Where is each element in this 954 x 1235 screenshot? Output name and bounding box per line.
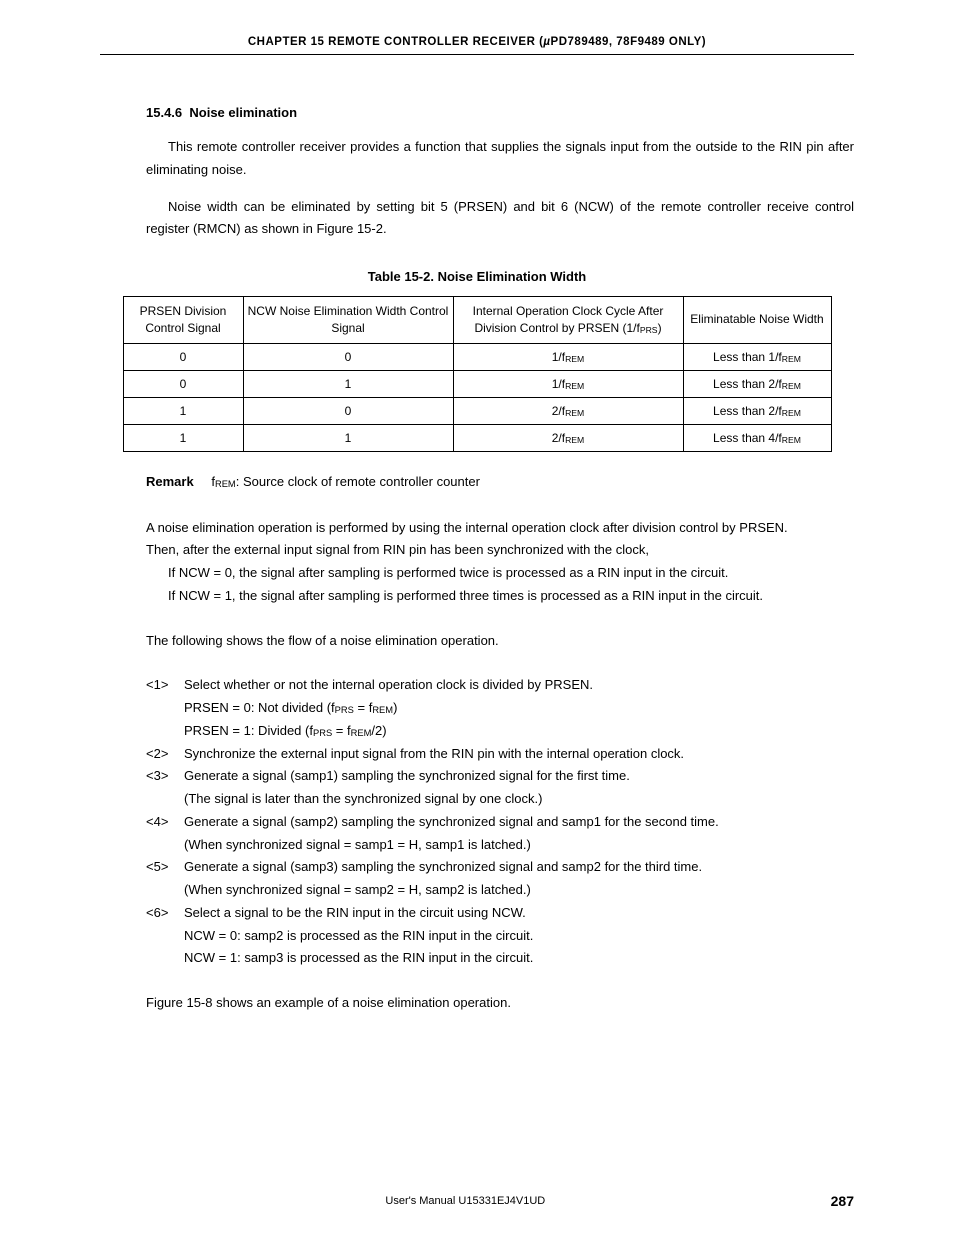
step-number bbox=[146, 720, 184, 743]
section-title: Noise elimination bbox=[189, 105, 297, 120]
cell: 0 bbox=[243, 343, 453, 370]
step-row: PRSEN = 1: Divided (fPRS = fREM/2) bbox=[146, 720, 854, 743]
step-number bbox=[146, 834, 184, 857]
cell: 2/fREM bbox=[453, 397, 683, 424]
th-prsen: PRSEN Division Control Signal bbox=[123, 297, 243, 344]
step-text: (When synchronized signal = samp2 = H, s… bbox=[184, 879, 854, 902]
cell: 1 bbox=[123, 424, 243, 451]
th-width: Eliminatable Noise Width bbox=[683, 297, 831, 344]
step-row: NCW = 1: samp3 is processed as the RIN i… bbox=[146, 947, 854, 970]
table-row: 001/fREMLess than 1/fREM bbox=[123, 343, 831, 370]
step-text: Select whether or not the internal opera… bbox=[184, 674, 854, 697]
noise-elimination-table: PRSEN Division Control Signal NCW Noise … bbox=[123, 296, 832, 452]
footer-page-number: 287 bbox=[831, 1193, 854, 1209]
section-number: 15.4.6 bbox=[146, 105, 182, 120]
table-row: 011/fREMLess than 2/fREM bbox=[123, 370, 831, 397]
footer-manual: User's Manual U15331EJ4V1UD bbox=[100, 1195, 831, 1207]
cell: Less than 1/fREM bbox=[683, 343, 831, 370]
step-text: PRSEN = 1: Divided (fPRS = fREM/2) bbox=[184, 720, 854, 743]
table-row: 102/fREMLess than 2/fREM bbox=[123, 397, 831, 424]
step-text: NCW = 0: samp2 is processed as the RIN i… bbox=[184, 925, 854, 948]
step-text: (When synchronized signal = samp1 = H, s… bbox=[184, 834, 854, 857]
steps-list: <1>Select whether or not the internal op… bbox=[146, 674, 854, 970]
flow-intro: The following shows the flow of a noise … bbox=[146, 630, 854, 653]
cell: 1 bbox=[243, 370, 453, 397]
step-row: PRSEN = 0: Not divided (fPRS = fREM) bbox=[146, 697, 854, 720]
cell: 0 bbox=[243, 397, 453, 424]
closing: Figure 15-8 shows an example of a noise … bbox=[146, 992, 854, 1015]
table-caption: Table 15-2. Noise Elimination Width bbox=[100, 269, 854, 284]
step-number: <4> bbox=[146, 811, 184, 834]
cell: Less than 2/fREM bbox=[683, 397, 831, 424]
step-text: Generate a signal (samp1) sampling the s… bbox=[184, 765, 854, 788]
section-heading: 15.4.6 Noise elimination bbox=[146, 105, 854, 120]
chapter-header: CHAPTER 15 REMOTE CONTROLLER RECEIVER (µ… bbox=[100, 36, 854, 55]
explanation-block: A noise elimination operation is perform… bbox=[146, 517, 854, 608]
step-row: (When synchronized signal = samp2 = H, s… bbox=[146, 879, 854, 902]
step-text: NCW = 1: samp3 is processed as the RIN i… bbox=[184, 947, 854, 970]
step-number: <3> bbox=[146, 765, 184, 788]
step-number bbox=[146, 697, 184, 720]
step-text: Generate a signal (samp3) sampling the s… bbox=[184, 856, 854, 879]
step-number bbox=[146, 925, 184, 948]
remark-rest: : Source clock of remote controller coun… bbox=[236, 474, 480, 489]
step-row: <5>Generate a signal (samp3) sampling th… bbox=[146, 856, 854, 879]
step-number: <1> bbox=[146, 674, 184, 697]
table-body: 001/fREMLess than 1/fREM011/fREMLess tha… bbox=[123, 343, 831, 451]
remark: Remark fREM: Source clock of remote cont… bbox=[146, 474, 854, 489]
cell: 1 bbox=[123, 397, 243, 424]
cell: 2/fREM bbox=[453, 424, 683, 451]
step-row: <4>Generate a signal (samp2) sampling th… bbox=[146, 811, 854, 834]
step-text: Generate a signal (samp2) sampling the s… bbox=[184, 811, 854, 834]
cell: 0 bbox=[123, 343, 243, 370]
step-number: <2> bbox=[146, 743, 184, 766]
chapter-header-mu: µ bbox=[543, 36, 550, 48]
step-row: <6>Select a signal to be the RIN input i… bbox=[146, 902, 854, 925]
table-row: 112/fREMLess than 4/fREM bbox=[123, 424, 831, 451]
expl-line-3: If NCW = 0, the signal after sampling is… bbox=[146, 562, 854, 585]
step-number: <6> bbox=[146, 902, 184, 925]
cell: 1 bbox=[243, 424, 453, 451]
paragraph-1: This remote controller receiver provides… bbox=[146, 136, 854, 182]
step-text: Select a signal to be the RIN input in t… bbox=[184, 902, 854, 925]
th-clock: Internal Operation Clock Cycle After Div… bbox=[453, 297, 683, 344]
chapter-header-suffix: PD789489, 78F9489 ONLY) bbox=[551, 36, 707, 48]
cell: Less than 2/fREM bbox=[683, 370, 831, 397]
table-header-row: PRSEN Division Control Signal NCW Noise … bbox=[123, 297, 831, 344]
step-row: (When synchronized signal = samp1 = H, s… bbox=[146, 834, 854, 857]
expl-line-1: A noise elimination operation is perform… bbox=[146, 517, 854, 540]
step-text: PRSEN = 0: Not divided (fPRS = fREM) bbox=[184, 697, 854, 720]
cell: 1/fREM bbox=[453, 343, 683, 370]
step-row: (The signal is later than the synchroniz… bbox=[146, 788, 854, 811]
remark-label: Remark bbox=[146, 474, 194, 489]
step-row: <3>Generate a signal (samp1) sampling th… bbox=[146, 765, 854, 788]
step-number bbox=[146, 788, 184, 811]
th-ncw: NCW Noise Elimination Width Control Sign… bbox=[243, 297, 453, 344]
flow-intro-text: The following shows the flow of a noise … bbox=[146, 630, 854, 653]
step-number: <5> bbox=[146, 856, 184, 879]
expl-line-4: If NCW = 1, the signal after sampling is… bbox=[146, 585, 854, 608]
step-text: (The signal is later than the synchroniz… bbox=[184, 788, 854, 811]
chapter-header-prefix: CHAPTER 15 REMOTE CONTROLLER RECEIVER ( bbox=[248, 36, 544, 48]
step-row: <2>Synchronize the external input signal… bbox=[146, 743, 854, 766]
paragraph-2: Noise width can be eliminated by setting… bbox=[146, 196, 854, 242]
step-row: <1>Select whether or not the internal op… bbox=[146, 674, 854, 697]
step-row: NCW = 0: samp2 is processed as the RIN i… bbox=[146, 925, 854, 948]
page: CHAPTER 15 REMOTE CONTROLLER RECEIVER (µ… bbox=[0, 0, 954, 1235]
remark-sub: REM bbox=[215, 479, 236, 489]
closing-text: Figure 15-8 shows an example of a noise … bbox=[146, 992, 854, 1015]
step-number bbox=[146, 879, 184, 902]
cell: 0 bbox=[123, 370, 243, 397]
cell: Less than 4/fREM bbox=[683, 424, 831, 451]
page-footer: User's Manual U15331EJ4V1UD 287 bbox=[0, 1193, 954, 1209]
step-number bbox=[146, 947, 184, 970]
cell: 1/fREM bbox=[453, 370, 683, 397]
expl-line-2: Then, after the external input signal fr… bbox=[146, 539, 854, 562]
step-text: Synchronize the external input signal fr… bbox=[184, 743, 854, 766]
